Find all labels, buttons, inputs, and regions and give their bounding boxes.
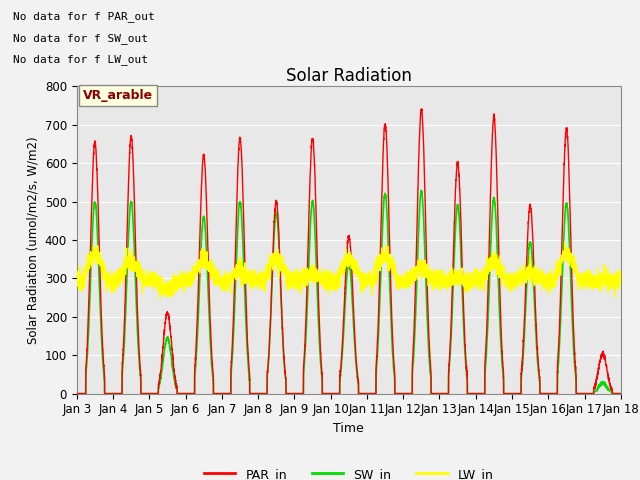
Title: Solar Radiation: Solar Radiation xyxy=(286,67,412,85)
Text: No data for f PAR_out: No data for f PAR_out xyxy=(13,11,154,22)
Text: No data for f SW_out: No data for f SW_out xyxy=(13,33,148,44)
Legend: PAR_in, SW_in, LW_in: PAR_in, SW_in, LW_in xyxy=(199,463,499,480)
Text: VR_arable: VR_arable xyxy=(83,89,154,102)
Text: No data for f LW_out: No data for f LW_out xyxy=(13,54,148,65)
Y-axis label: Solar Radiation (umol/m2/s, W/m2): Solar Radiation (umol/m2/s, W/m2) xyxy=(26,136,39,344)
X-axis label: Time: Time xyxy=(333,422,364,435)
